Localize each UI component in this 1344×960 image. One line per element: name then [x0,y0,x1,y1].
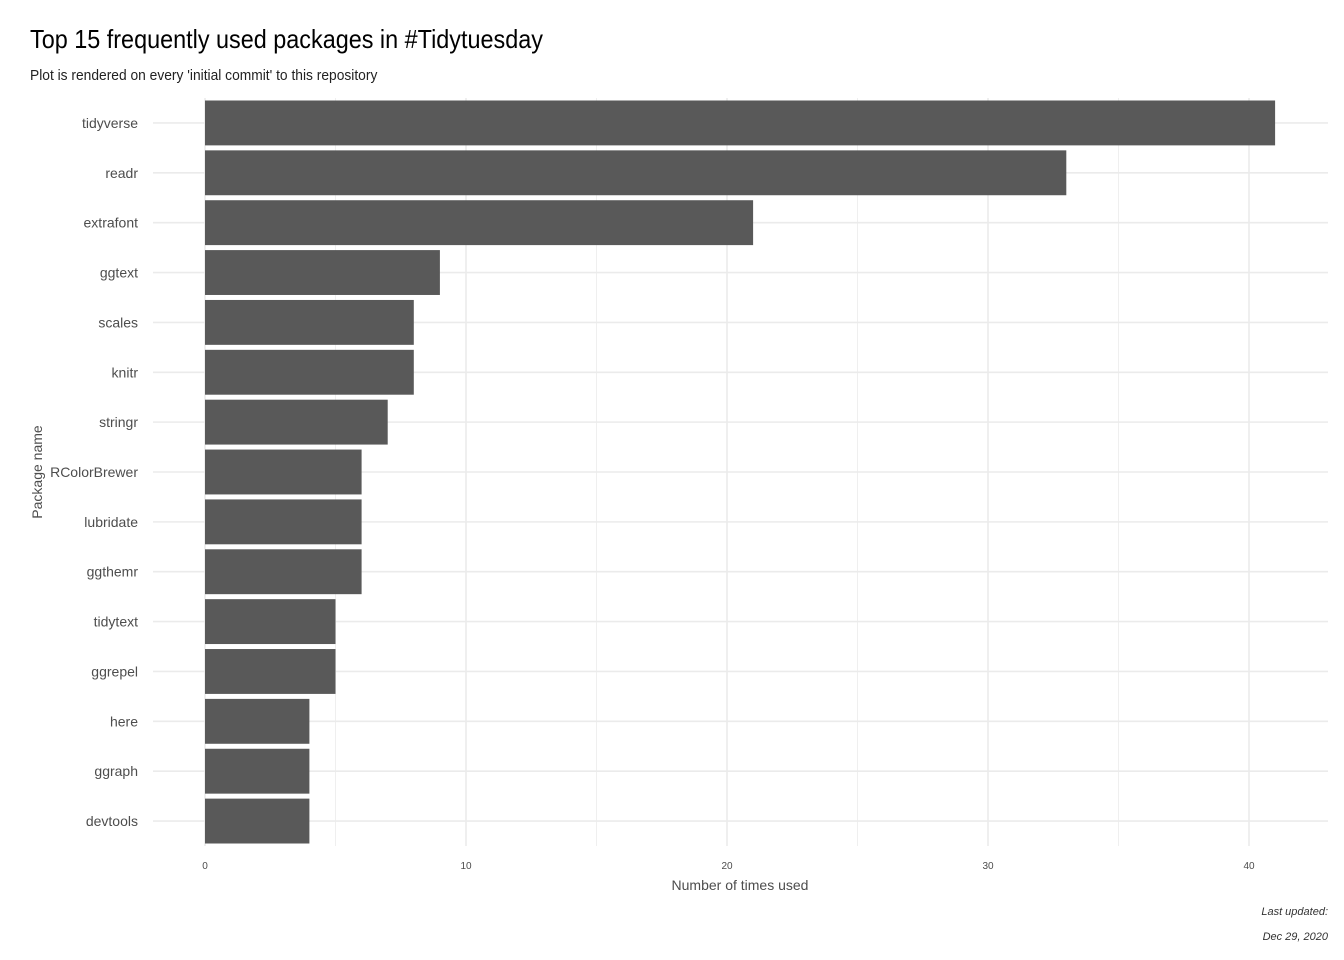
label-layer: tidyverse readr extrafont ggtext scales knitr… [50,115,1255,872]
caption-date: Dec 29, 2020 [1262,931,1328,943]
y-tick-label: lubridate [84,514,138,530]
chart-subtitle: Plot is rendered on every 'initial commi… [30,67,378,84]
y-tick-label: knitr [112,364,139,380]
bar-tidytext [205,599,336,645]
bar-knitr [205,349,414,395]
y-tick-label: ggraph [94,763,138,779]
x-axis-title: Number of times used [672,877,809,893]
y-tick-label: RColorBrewer [50,464,138,480]
y-tick-label: ggthemr [87,564,139,580]
caption-last-updated-label: Last updated: [1261,906,1328,918]
y-tick-label: here [110,713,138,729]
bar-ggthemr [205,549,362,595]
y-tick-label: readr [105,165,138,181]
y-tick-label: tidytext [94,614,138,630]
x-tick-label: 40 [1243,861,1255,872]
bar-ggtext [205,250,440,295]
x-tick-label: 20 [721,861,733,872]
bar-ggrepel [205,649,336,694]
y-tick-label: ggtext [100,265,138,281]
x-tick-label: 10 [460,861,472,872]
bar-devtools [205,798,310,844]
bar-lubridate [205,499,362,545]
bar-scales [205,299,414,345]
bar-tidyverse [205,100,1276,146]
bar-here [205,698,310,744]
y-tick-label: ggrepel [91,663,138,679]
x-tick-label: 0 [202,861,208,872]
bar-ggraph [205,748,310,794]
y-tick-label: tidyverse [82,115,138,131]
x-tick-label: 30 [982,861,994,872]
bar-stringr [205,399,388,445]
y-tick-label: scales [98,314,138,330]
y-tick-label: stringr [99,414,138,430]
bar-rcolorbrewer [205,449,362,495]
bar-extrafont [205,200,754,246]
chart-title: Top 15 frequently used packages in #Tidy… [30,24,543,54]
y-axis-title: Package name [29,425,45,519]
y-tick-label: devtools [86,813,138,829]
bar-readr [205,150,1067,196]
y-tick-label: extrafont [84,215,139,231]
bar-layer [205,100,1276,844]
